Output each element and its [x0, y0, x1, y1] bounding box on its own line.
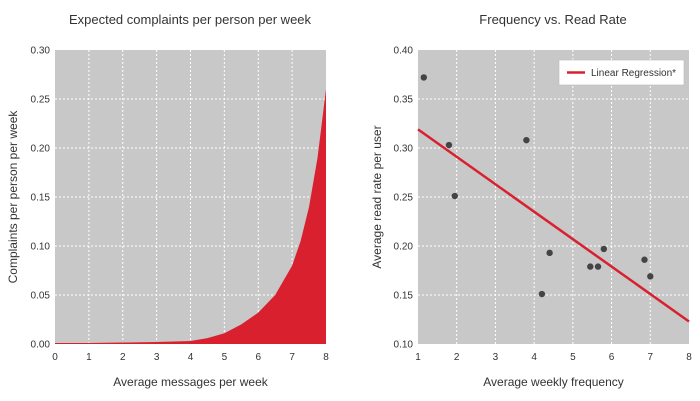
x-tick-label: 5 [570, 352, 576, 363]
y-axis-label: Complaints per person per week [6, 110, 20, 284]
scatter-point [451, 192, 458, 200]
x-tick-label: 8 [686, 352, 692, 363]
y-tick-label: 0.20 [31, 144, 51, 155]
scatter-point [445, 141, 453, 149]
y-tick-label: 0.10 [31, 242, 51, 253]
y-tick-label: 0.20 [394, 242, 414, 253]
y-tick-label: 0.15 [31, 193, 51, 204]
x-tick-label: 7 [648, 352, 654, 363]
x-tick-label: 5 [222, 352, 228, 363]
x-axis-label: Average messages per week [113, 375, 269, 389]
scatter-point [641, 256, 648, 263]
x-tick-label: 1 [86, 352, 92, 363]
y-tick-label: 0.30 [31, 46, 51, 57]
scatter-point [647, 273, 654, 280]
scatter-point [538, 290, 546, 298]
x-tick-label: 8 [323, 352, 329, 363]
y-tick-label: 0.15 [394, 291, 414, 302]
regression-line [417, 128, 690, 323]
x-tick-label: 2 [120, 352, 126, 363]
legend-entry-label: Linear Regression* [591, 68, 676, 79]
x-axis-label: Average weekly frequency [483, 375, 624, 389]
x-tick-label: 4 [531, 352, 537, 363]
chart-title: Expected complaints per person per week [69, 12, 312, 27]
x-tick-label: 1 [415, 352, 421, 363]
x-tick-label: 3 [493, 352, 499, 363]
x-tick-label: 4 [188, 352, 194, 363]
scatter-point [594, 263, 602, 270]
y-tick-label: 0.25 [394, 193, 414, 204]
scatter-point [600, 245, 608, 253]
x-tick-label: 3 [154, 352, 160, 363]
scatter-point [420, 74, 428, 81]
y-tick-label: 0.00 [31, 340, 51, 351]
area-series [55, 89, 326, 344]
scatter-point [587, 263, 594, 270]
y-tick-label: 0.40 [394, 46, 414, 57]
x-tick-label: 7 [289, 352, 295, 363]
x-tick-label: 6 [609, 352, 615, 363]
y-axis-label: Average read rate per user [370, 125, 384, 268]
x-tick-label: 2 [454, 352, 460, 363]
y-tick-label: 0.25 [31, 95, 51, 106]
y-tick-label: 0.35 [394, 95, 414, 106]
scatter-point [546, 249, 553, 257]
y-tick-label: 0.05 [31, 291, 51, 302]
x-tick-label: 0 [52, 352, 58, 363]
y-tick-label: 0.10 [394, 340, 414, 351]
chart-title: Frequency vs. Read Rate [479, 12, 626, 27]
scatter-point [523, 136, 530, 144]
y-tick-label: 0.30 [394, 144, 414, 155]
x-tick-label: 6 [255, 352, 261, 363]
